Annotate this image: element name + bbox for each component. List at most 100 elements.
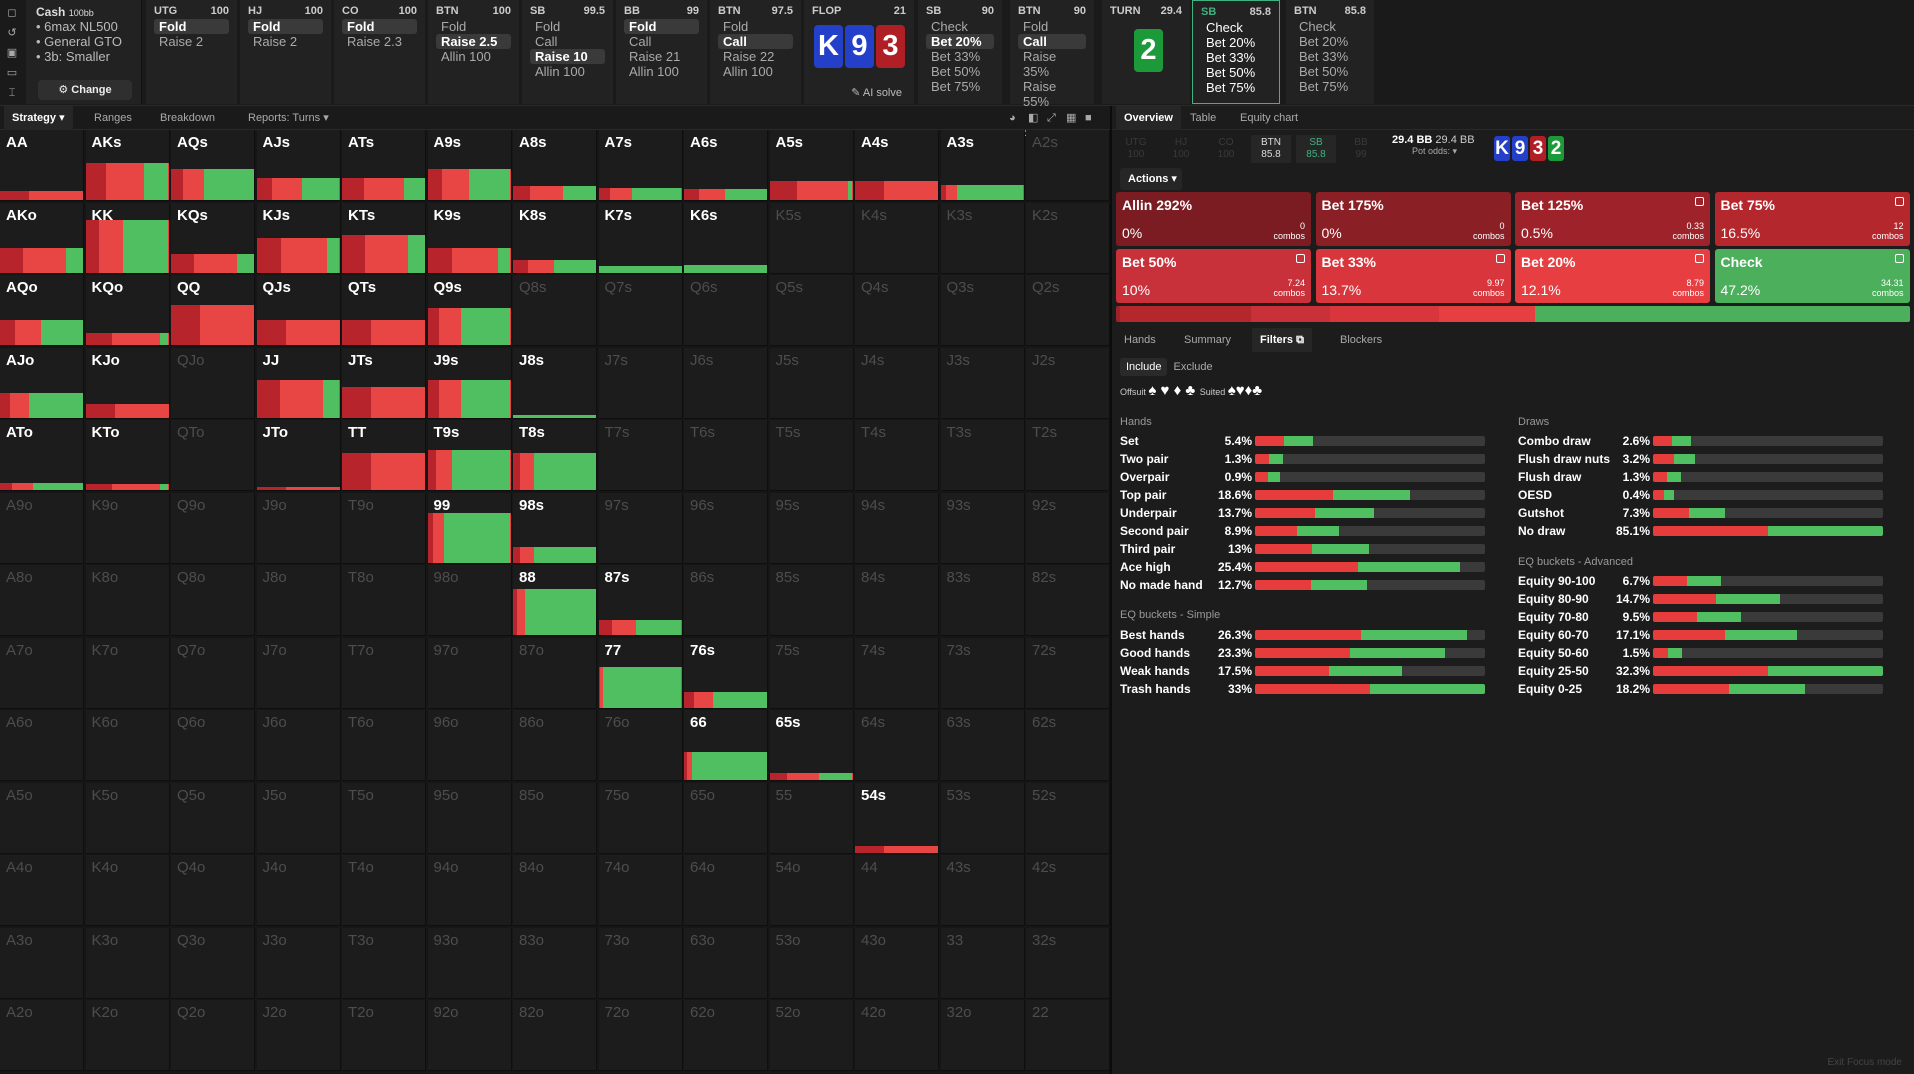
eq-advanced-row[interactable]: Equity 80-90 14.7%: [1518, 590, 1910, 608]
hand-cell-82s[interactable]: 82s: [1026, 565, 1110, 636]
hand-cell-A2s[interactable]: A2s: [1026, 130, 1110, 201]
refresh-icon[interactable]: ↺: [7, 27, 17, 39]
hand-cell-K5s[interactable]: K5s: [769, 202, 854, 274]
hand-cell-22[interactable]: 22: [1026, 1000, 1110, 1071]
cursor-icon[interactable]: ⌶: [8, 87, 16, 99]
eq-advanced-row[interactable]: Equity 90-100 6.7%: [1518, 572, 1910, 590]
hand-cell-AKs[interactable]: AKs: [85, 130, 170, 201]
hand-cell-96s[interactable]: 96s: [684, 492, 768, 564]
hand-cell-J6s[interactable]: J6s: [684, 347, 768, 419]
action-option[interactable]: Raise 35%: [1023, 49, 1057, 79]
hand-cell-T7o[interactable]: T7o: [342, 637, 426, 709]
action-option[interactable]: Fold: [248, 19, 323, 34]
hand-cell-A8o[interactable]: A8o: [0, 565, 84, 636]
ftab-blockers[interactable]: Blockers: [1340, 334, 1383, 346]
hand-cell-A4s[interactable]: A4s: [855, 130, 939, 201]
hand-cell-72o[interactable]: 72o: [598, 1000, 683, 1071]
hand-cell-99[interactable]: 99: [427, 492, 512, 564]
save-icon[interactable]: ▣: [6, 47, 18, 59]
action-option[interactable]: Fold: [535, 19, 561, 34]
hand-cell-JTo[interactable]: JTo: [256, 420, 341, 491]
action-box-bet125[interactable]: Bet 125% 0.5% 0.33 combos: [1515, 192, 1710, 246]
change-button[interactable]: ⚙ Change: [38, 80, 132, 100]
action-option[interactable]: Allin 100: [535, 64, 585, 79]
mini-pos-hj[interactable]: HJ 100: [1161, 135, 1201, 163]
hand-cell-J5s[interactable]: J5s: [769, 347, 854, 419]
tab-reports[interactable]: Reports: Turns ▾: [248, 112, 329, 124]
eq-simple-row[interactable]: Good hands 23.3%: [1120, 644, 1512, 662]
draw-filter-row[interactable]: Flush draw 1.3%: [1518, 468, 1910, 486]
hand-cell-A4o[interactable]: A4o: [0, 855, 84, 926]
hand-cell-K7o[interactable]: K7o: [85, 637, 170, 709]
hand-filter-row[interactable]: Two pair 1.3%: [1120, 450, 1512, 468]
action-box-allin292[interactable]: Allin 292% 0% 0 combos: [1116, 192, 1311, 246]
hand-cell-62o[interactable]: 62o: [684, 1000, 768, 1071]
draw-filter-row[interactable]: Combo draw 2.6%: [1518, 432, 1910, 450]
hand-filter-row[interactable]: Second pair 8.9%: [1120, 522, 1512, 540]
hand-cell-K4o[interactable]: K4o: [85, 855, 170, 926]
hand-cell-86s[interactable]: 86s: [684, 565, 768, 636]
hand-cell-QTo[interactable]: QTo: [171, 420, 255, 491]
hand-cell-T2s[interactable]: T2s: [1026, 420, 1110, 491]
hand-cell-95s[interactable]: 95s: [769, 492, 854, 564]
draw-filter-row[interactable]: Gutshot 7.3%: [1518, 504, 1910, 522]
chart-icon[interactable]: ◕: [1009, 112, 1016, 124]
hand-cell-44[interactable]: 44: [855, 855, 939, 926]
hand-cell-K3s[interactable]: K3s: [940, 202, 1025, 274]
hand-cell-84o[interactable]: 84o: [513, 855, 597, 926]
mini-pos-co[interactable]: CO 100: [1206, 135, 1246, 163]
hand-cell-76o[interactable]: 76o: [598, 710, 683, 781]
hand-cell-T9o[interactable]: T9o: [342, 492, 426, 564]
hand-cell-52o[interactable]: 52o: [769, 1000, 854, 1071]
action-option[interactable]: Bet 20%: [1206, 35, 1256, 50]
rtab-table[interactable]: Table: [1190, 112, 1217, 124]
hand-cell-QJs[interactable]: QJs: [256, 275, 341, 346]
hand-cell-J9s[interactable]: J9s: [427, 347, 512, 419]
hand-cell-93o[interactable]: 93o: [427, 927, 512, 999]
action-box-check[interactable]: Check 47.2% 34.31 combos: [1714, 249, 1910, 303]
hand-cell-K9s[interactable]: K9s: [427, 202, 512, 274]
player-column-btn[interactable]: BTN 100 Fold Raise 2.5 Allin 100: [428, 0, 519, 104]
mini-pos-utg[interactable]: UTG 100: [1116, 135, 1156, 163]
hand-cell-A6s[interactable]: A6s: [684, 130, 768, 201]
hand-cell-96o[interactable]: 96o: [427, 710, 512, 781]
action-box-bet50[interactable]: Bet 50% 10% 7.24 combos: [1116, 249, 1311, 303]
action-option[interactable]: Raise 2.5: [436, 34, 511, 49]
hand-cell-72s[interactable]: 72s: [1026, 637, 1110, 709]
mini-pos-sb[interactable]: SB 85.8: [1296, 135, 1336, 163]
action-option[interactable]: Raise 21: [629, 49, 681, 64]
hand-cell-92o[interactable]: 92o: [427, 1000, 512, 1071]
hand-cell-88[interactable]: 88: [513, 565, 597, 636]
hand-cell-53o[interactable]: 53o: [769, 927, 854, 999]
eq-advanced-row[interactable]: Equity 0-25 18.2%: [1518, 680, 1910, 698]
hand-cell-74o[interactable]: 74o: [598, 855, 683, 926]
hand-cell-82o[interactable]: 82o: [513, 1000, 597, 1071]
hand-cell-J2o[interactable]: J2o: [256, 1000, 341, 1071]
hand-cell-T6s[interactable]: T6s: [684, 420, 768, 491]
ftab-hands[interactable]: Hands: [1124, 334, 1156, 346]
action-option[interactable]: Bet 33%: [1206, 50, 1256, 65]
hand-cell-QTs[interactable]: QTs: [342, 275, 426, 346]
hand-filter-row[interactable]: Third pair 13%: [1120, 540, 1512, 558]
hand-cell-32o[interactable]: 32o: [940, 1000, 1025, 1071]
hand-cell-AQo[interactable]: AQo: [0, 275, 84, 346]
action-option[interactable]: Fold: [154, 19, 229, 34]
panel-divider[interactable]: [1110, 106, 1112, 1074]
offsuit-icons[interactable]: ♠ ♥ ♦ ♣: [1148, 382, 1196, 399]
action-option[interactable]: Bet 33%: [931, 49, 981, 64]
ftab-filters[interactable]: Filters ⧉: [1252, 328, 1312, 352]
action-option[interactable]: Allin 100: [441, 49, 491, 64]
hand-cell-AA[interactable]: AA: [0, 130, 84, 201]
action-option[interactable]: Check: [1206, 20, 1243, 35]
hand-cell-TT[interactable]: TT: [342, 420, 426, 491]
hand-cell-ATs[interactable]: ATs: [342, 130, 426, 201]
action-option[interactable]: Raise 55%: [1023, 79, 1057, 109]
hand-cell-KJo[interactable]: KJo: [85, 347, 170, 419]
info-icon[interactable]: [1894, 254, 1904, 263]
hand-cell-Q8o[interactable]: Q8o: [171, 565, 255, 636]
hand-cell-T2o[interactable]: T2o: [342, 1000, 426, 1071]
hand-cell-K4s[interactable]: K4s: [855, 202, 939, 274]
hand-cell-Q4s[interactable]: Q4s: [855, 275, 939, 346]
player-column-co[interactable]: CO 100 Fold Raise 2.3: [334, 0, 425, 104]
